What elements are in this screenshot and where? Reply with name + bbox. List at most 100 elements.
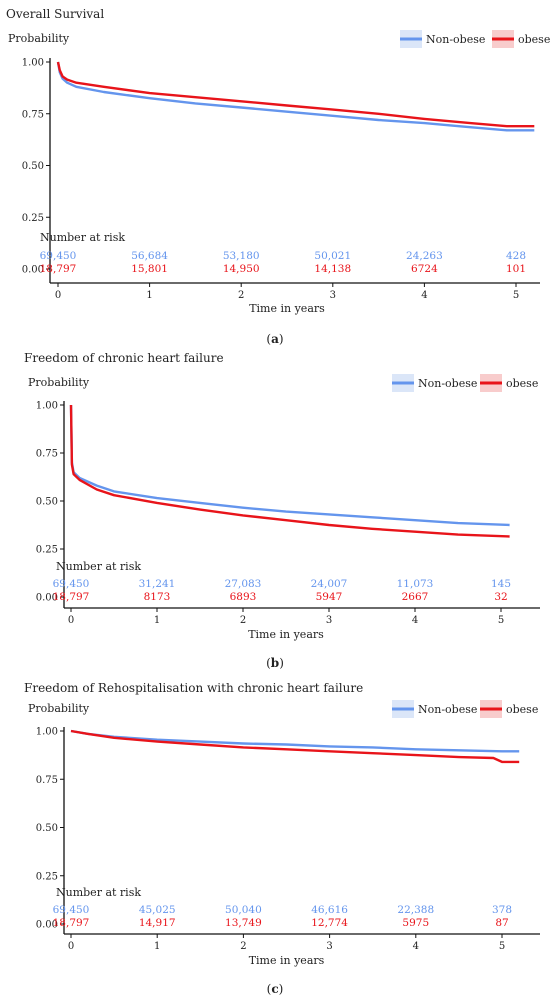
y-tick-label: 0.00: [36, 920, 58, 931]
x-tick-label: 5: [499, 941, 505, 952]
chart-panel-c: Freedom of Rehospitalisation with chroni…: [24, 681, 540, 996]
risk-value-non-obese: 53,180: [223, 250, 260, 262]
series-line-obese: [69, 404, 510, 538]
risk-value-obese: 101: [506, 263, 526, 275]
risk-value-non-obese: 45,025: [139, 904, 176, 916]
risk-value-obese: 14,950: [223, 263, 260, 275]
y-tick-label: 0.25: [36, 871, 58, 882]
risk-value-obese: 5947: [316, 591, 343, 603]
chart-title: Freedom of chronic heart failure: [24, 351, 224, 365]
panel-caption: (b): [266, 656, 284, 670]
risk-value-obese: 2667: [402, 591, 429, 603]
y-axis-label: Probability: [28, 702, 90, 715]
y-tick-label: 0.25: [22, 213, 44, 224]
chart-panel-a: Overall Survival Probability Non-obese obes…: [6, 7, 550, 346]
risk-value-non-obese: 46,616: [311, 904, 348, 916]
risk-value-obese: 87: [495, 917, 508, 929]
x-tick-label: 0: [68, 941, 74, 952]
x-tick-label: 4: [421, 290, 427, 301]
legend-label: Non-obese: [418, 703, 477, 716]
risk-value-obese: 8173: [144, 591, 171, 603]
risk-value-non-obese: 145: [491, 578, 511, 590]
panel-caption: (a): [266, 332, 283, 346]
y-tick-label: 1.00: [22, 58, 44, 69]
legend-label: obese: [506, 703, 538, 716]
x-tick-label: 1: [146, 290, 152, 301]
risk-value-non-obese: 56,684: [131, 250, 168, 262]
series-line-obese: [56, 61, 535, 128]
series-line-non-obese: [69, 404, 510, 527]
risk-table-label: Number at risk: [56, 560, 141, 573]
legend-label: Non-obese: [418, 377, 477, 390]
risk-value-obese: 32: [494, 591, 507, 603]
chart-title: Overall Survival: [6, 7, 104, 21]
y-tick-label: 0.00: [22, 265, 44, 276]
risk-value-non-obese: 69,450: [40, 250, 77, 262]
risk-value-non-obese: 378: [492, 904, 512, 916]
x-tick-label: 5: [498, 615, 504, 626]
chart-title: Freedom of Rehospitalisation with chroni…: [24, 681, 363, 695]
risk-value-obese: 14,917: [139, 917, 176, 929]
y-axis-label: Probability: [28, 376, 90, 389]
chart-panel-b: Freedom of chronic heart failure Probabil…: [24, 351, 540, 670]
y-tick-label: 0.75: [22, 109, 44, 120]
risk-value-non-obese: 24,263: [406, 250, 443, 262]
x-tick-label: 4: [413, 941, 419, 952]
legend: Non-obese obese: [392, 374, 538, 392]
y-tick-label: 0.00: [36, 593, 58, 604]
y-tick-label: 1.00: [36, 401, 58, 412]
risk-table-label: Number at risk: [40, 231, 125, 244]
legend-label: obese: [506, 377, 538, 390]
y-tick-label: 0.50: [36, 823, 58, 834]
risk-value-obese: 15,801: [131, 263, 168, 275]
risk-value-obese: 13,749: [225, 917, 262, 929]
y-tick-label: 0.25: [36, 545, 58, 556]
risk-value-obese: 18,797: [53, 917, 90, 929]
y-tick-label: 0.75: [36, 449, 58, 460]
risk-value-non-obese: 50,021: [314, 250, 351, 262]
risk-value-non-obese: 22,388: [397, 904, 434, 916]
risk-value-non-obese: 69,450: [53, 904, 90, 916]
risk-value-non-obese: 50,040: [225, 904, 262, 916]
risk-value-non-obese: 428: [506, 250, 526, 262]
legend-label: obese: [518, 33, 550, 46]
x-axis-label: Time in years: [249, 302, 325, 315]
risk-value-obese: 14,138: [314, 263, 351, 275]
x-tick-label: 2: [240, 941, 246, 952]
x-tick-label: 4: [412, 615, 418, 626]
risk-value-non-obese: 24,007: [311, 578, 348, 590]
x-tick-label: 0: [68, 615, 74, 626]
risk-value-obese: 12,774: [311, 917, 348, 929]
series-line-non-obese: [56, 61, 535, 132]
risk-value-obese: 6893: [230, 591, 257, 603]
risk-value-obese: 6724: [411, 263, 438, 275]
risk-value-non-obese: 69,450: [53, 578, 90, 590]
risk-value-non-obese: 11,073: [397, 578, 434, 590]
risk-value-obese: 18,797: [53, 591, 90, 603]
risk-table-label: Number at risk: [56, 886, 141, 899]
x-axis-label: Time in years: [249, 954, 325, 967]
series-line-obese: [70, 729, 520, 764]
risk-value-obese: 5975: [402, 917, 429, 929]
x-axis-label: Time in years: [248, 628, 324, 641]
y-axis-label: Probability: [8, 32, 70, 45]
legend: Non-obese obese: [392, 700, 538, 718]
y-tick-label: 1.00: [36, 727, 58, 738]
x-tick-label: 5: [513, 290, 519, 301]
x-tick-label: 1: [154, 615, 160, 626]
x-tick-label: 1: [154, 941, 160, 952]
risk-value-non-obese: 31,241: [139, 578, 176, 590]
legend: Non-obese obese: [400, 30, 550, 48]
x-tick-label: 2: [240, 615, 246, 626]
x-tick-label: 0: [55, 290, 61, 301]
x-tick-label: 3: [330, 290, 336, 301]
y-tick-label: 0.75: [36, 775, 58, 786]
series-line-non-obese: [70, 729, 520, 753]
y-tick-label: 0.50: [22, 161, 44, 172]
x-tick-label: 2: [238, 290, 244, 301]
x-tick-label: 3: [326, 941, 332, 952]
risk-value-obese: 18,797: [40, 263, 77, 275]
y-tick-label: 0.50: [36, 497, 58, 508]
x-tick-label: 3: [326, 615, 332, 626]
